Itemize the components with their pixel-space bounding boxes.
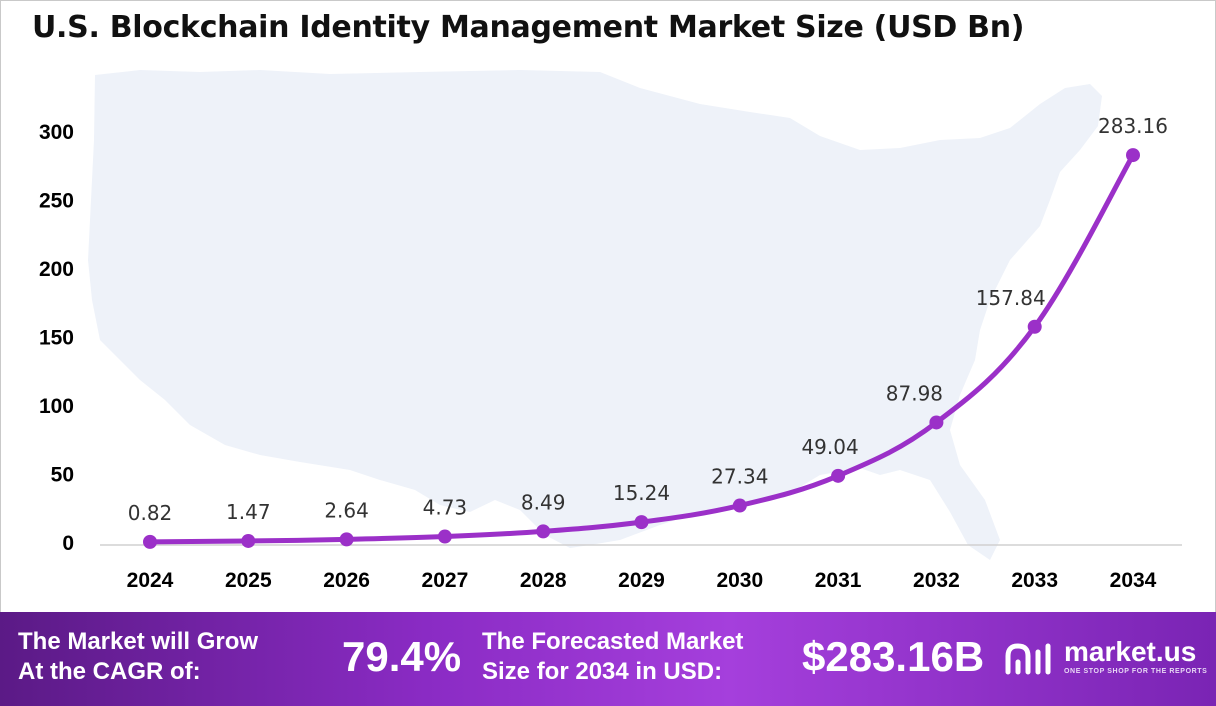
cagr-label-line2: At the CAGR of: <box>18 658 201 685</box>
x-tick-label: 2025 <box>225 569 272 592</box>
us-map-background <box>88 70 1102 560</box>
y-tick-label: 250 <box>39 190 74 213</box>
forecast-label-line2: Size for 2034 in USD: <box>482 658 723 685</box>
data-label: 4.73 <box>423 496 468 520</box>
forecast-value: $283.16B <box>802 633 985 680</box>
data-label: 87.98 <box>886 381 943 405</box>
market-us-logo-icon <box>1005 643 1051 675</box>
x-tick-label: 2027 <box>422 569 469 592</box>
data-label: 0.82 <box>128 501 173 525</box>
cagr-value: 79.4% <box>342 633 462 680</box>
data-point <box>339 532 354 547</box>
data-label: 283.16 <box>1098 114 1168 138</box>
x-tick-label: 2028 <box>520 569 567 592</box>
data-label: 8.49 <box>521 490 566 514</box>
x-tick-label: 2026 <box>323 569 370 592</box>
data-label: 15.24 <box>613 481 670 505</box>
y-tick-label: 150 <box>39 327 74 350</box>
series-line <box>147 152 1136 545</box>
data-point <box>929 415 944 430</box>
data-point <box>143 534 157 549</box>
y-tick-label: 200 <box>39 258 74 281</box>
x-tick-label: 2031 <box>815 569 862 592</box>
forecast-label-line1: The Forecasted Market <box>482 628 744 655</box>
x-tick-label: 2030 <box>716 569 763 592</box>
y-tick-label: 50 <box>51 464 74 487</box>
data-point <box>634 515 649 530</box>
data-label: 49.04 <box>801 435 858 459</box>
data-point <box>536 524 551 539</box>
data-point <box>437 529 452 544</box>
data-label: 157.84 <box>976 286 1046 310</box>
x-axis-ticks: 2024 2025 2026 2027 2028 2029 2030 2031 2032 2033… <box>127 569 1157 592</box>
y-tick-label: 0 <box>62 532 74 555</box>
brand-name: market.us <box>1064 636 1197 667</box>
chart-title: U.S. Blockchain Identity Management Mark… <box>32 10 1025 45</box>
data-label: 1.47 <box>226 500 271 524</box>
y-axis-ticks: 0 50 100 150 200 250 300 <box>39 121 74 555</box>
brand-block[interactable]: market.us ONE STOP SHOP FOR THE REPORTS <box>1004 634 1210 688</box>
data-point <box>831 468 846 483</box>
x-tick-label: 2029 <box>618 569 665 592</box>
data-points <box>143 148 1140 549</box>
data-point <box>241 533 256 548</box>
data-point <box>1027 319 1042 334</box>
data-label: 2.64 <box>324 498 369 522</box>
data-point <box>732 498 747 513</box>
x-tick-label: 2034 <box>1110 569 1157 592</box>
brand-tagline: ONE STOP SHOP FOR THE REPORTS <box>1064 668 1208 675</box>
data-labels: 0.82 1.47 2.64 4.73 8.49 15.24 27.34 49.04 87.98… <box>128 114 1168 525</box>
x-tick-label: 2024 <box>127 569 174 592</box>
cagr-label-line1: The Market will Grow <box>18 628 259 655</box>
x-tick-label: 2033 <box>1011 569 1058 592</box>
data-label: 27.34 <box>711 465 768 489</box>
y-tick-label: 300 <box>39 121 74 144</box>
data-point <box>1126 148 1140 163</box>
x-tick-label: 2032 <box>913 569 960 592</box>
y-tick-label: 100 <box>39 395 74 418</box>
summary-banner: The Market will Grow At the CAGR of: 79.… <box>0 612 1216 706</box>
